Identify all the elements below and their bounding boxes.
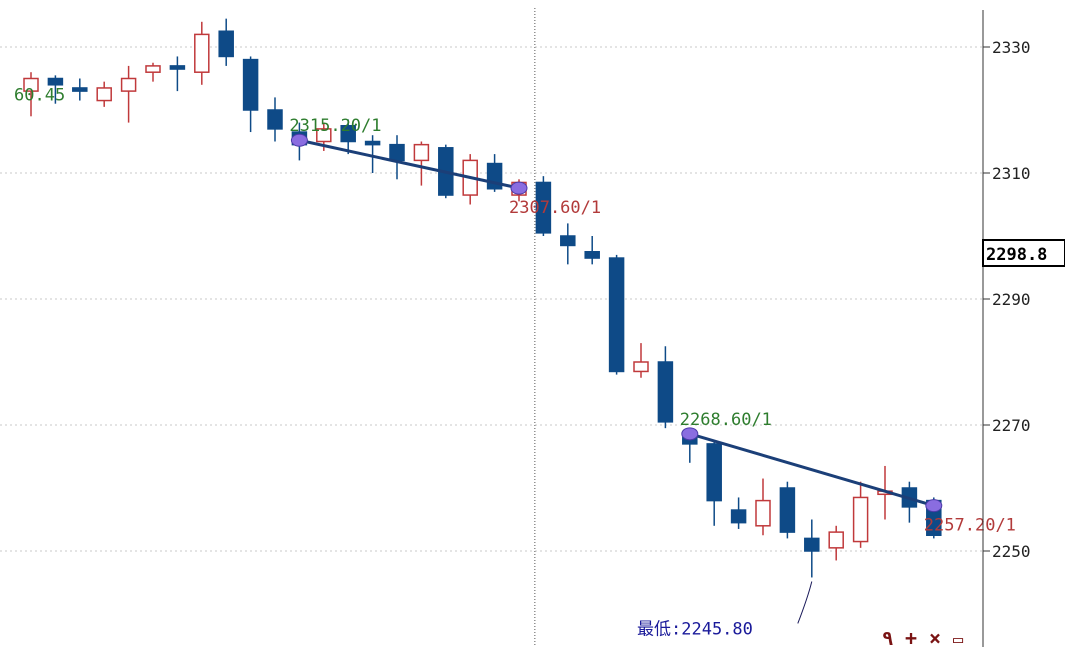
candle	[901, 481, 918, 523]
annotation-label: 60.45	[14, 85, 65, 105]
candle	[633, 343, 649, 378]
candle-body	[657, 361, 674, 423]
trendline-anchor-point	[681, 427, 699, 441]
candle-body	[169, 65, 186, 70]
candle-body	[633, 361, 649, 373]
current-price-box: 2298.8	[982, 239, 1065, 267]
window-icon[interactable]: ▭	[953, 630, 964, 650]
candle	[47, 75, 64, 104]
candle-body	[560, 235, 576, 247]
plus-icon[interactable]: +	[905, 626, 917, 650]
candle-body	[120, 77, 137, 92]
candle	[316, 122, 332, 151]
axis-tick-label: 2330	[992, 38, 1031, 57]
candle-body	[194, 33, 210, 73]
candle	[218, 18, 234, 66]
candle-body	[608, 257, 625, 373]
trendline-anchor-point	[925, 499, 943, 513]
candle	[169, 56, 186, 92]
candle-body	[267, 109, 283, 130]
annotation-label: 2257.20/1	[924, 516, 1016, 536]
candle-body	[145, 65, 161, 73]
close-icon[interactable]: ×	[929, 626, 941, 650]
candle-body	[413, 143, 430, 162]
candle-body	[72, 87, 88, 92]
candle	[194, 21, 210, 85]
candle	[72, 78, 88, 101]
candle-body	[706, 443, 722, 502]
candle	[828, 525, 844, 561]
candle-body	[364, 140, 381, 146]
axis-tick-label: 2290	[992, 290, 1031, 309]
candle	[364, 135, 381, 173]
candle-body	[340, 125, 356, 143]
candle-body	[804, 537, 820, 552]
axis-tick-label: 2250	[992, 542, 1031, 561]
candle	[340, 119, 356, 155]
trendline-layer[interactable]	[290, 133, 943, 513]
candle	[608, 254, 625, 375]
candle	[486, 154, 503, 192]
current-price-label: 2298.8	[986, 245, 1047, 265]
candle	[804, 519, 820, 578]
candle	[706, 440, 722, 526]
magnifier-icon[interactable]: ٩	[882, 628, 893, 650]
candle	[242, 56, 259, 133]
candle-body	[755, 499, 771, 527]
candle-body	[730, 509, 747, 524]
annotation-label: 2315.20/1	[289, 116, 381, 136]
trendline	[689, 432, 935, 508]
axis-tick-label: 2310	[992, 164, 1031, 183]
candle	[755, 478, 771, 536]
candle-body	[96, 87, 112, 102]
candle-body	[828, 531, 844, 549]
annotation-label: 2268.60/1	[680, 410, 772, 430]
candle	[730, 497, 747, 529]
chart-toolbar: ٩ + × ▭	[882, 626, 964, 650]
candle-body	[779, 487, 796, 533]
candle-body	[535, 181, 552, 234]
candle-body	[389, 143, 405, 162]
candle-body	[23, 77, 39, 92]
candle	[145, 62, 161, 82]
candle-body	[584, 251, 600, 259]
candle	[389, 135, 405, 180]
trendline-anchor-point	[510, 181, 528, 195]
axis-tick-label: 2270	[992, 416, 1031, 435]
annotation-label: 2307.60/1	[509, 198, 601, 218]
low-leader-line	[797, 581, 813, 624]
candle	[23, 72, 39, 117]
annotation-layer: 60.45 2315.20/1 2307.60/1 2268.60/1 2257.20/…	[14, 85, 1016, 639]
trendline-anchor-point	[290, 133, 308, 147]
candle	[413, 141, 430, 186]
candle-body	[47, 77, 64, 86]
annotation-label: 最低:2245.80	[637, 619, 753, 639]
candle	[267, 97, 283, 142]
candle	[779, 481, 796, 539]
candle	[120, 65, 137, 123]
candle	[535, 176, 552, 236]
price-axis: 2250 2270 2290 2310 2330	[983, 38, 1031, 561]
candle-body	[218, 30, 234, 58]
trendline	[299, 138, 520, 190]
candle	[852, 481, 869, 548]
candle	[657, 346, 674, 429]
candle	[584, 236, 600, 265]
candle	[96, 81, 112, 107]
candle	[560, 223, 576, 265]
candle-body	[242, 58, 259, 111]
candle-body	[316, 128, 332, 143]
candle-body	[852, 496, 869, 543]
candle-layer	[23, 18, 942, 578]
